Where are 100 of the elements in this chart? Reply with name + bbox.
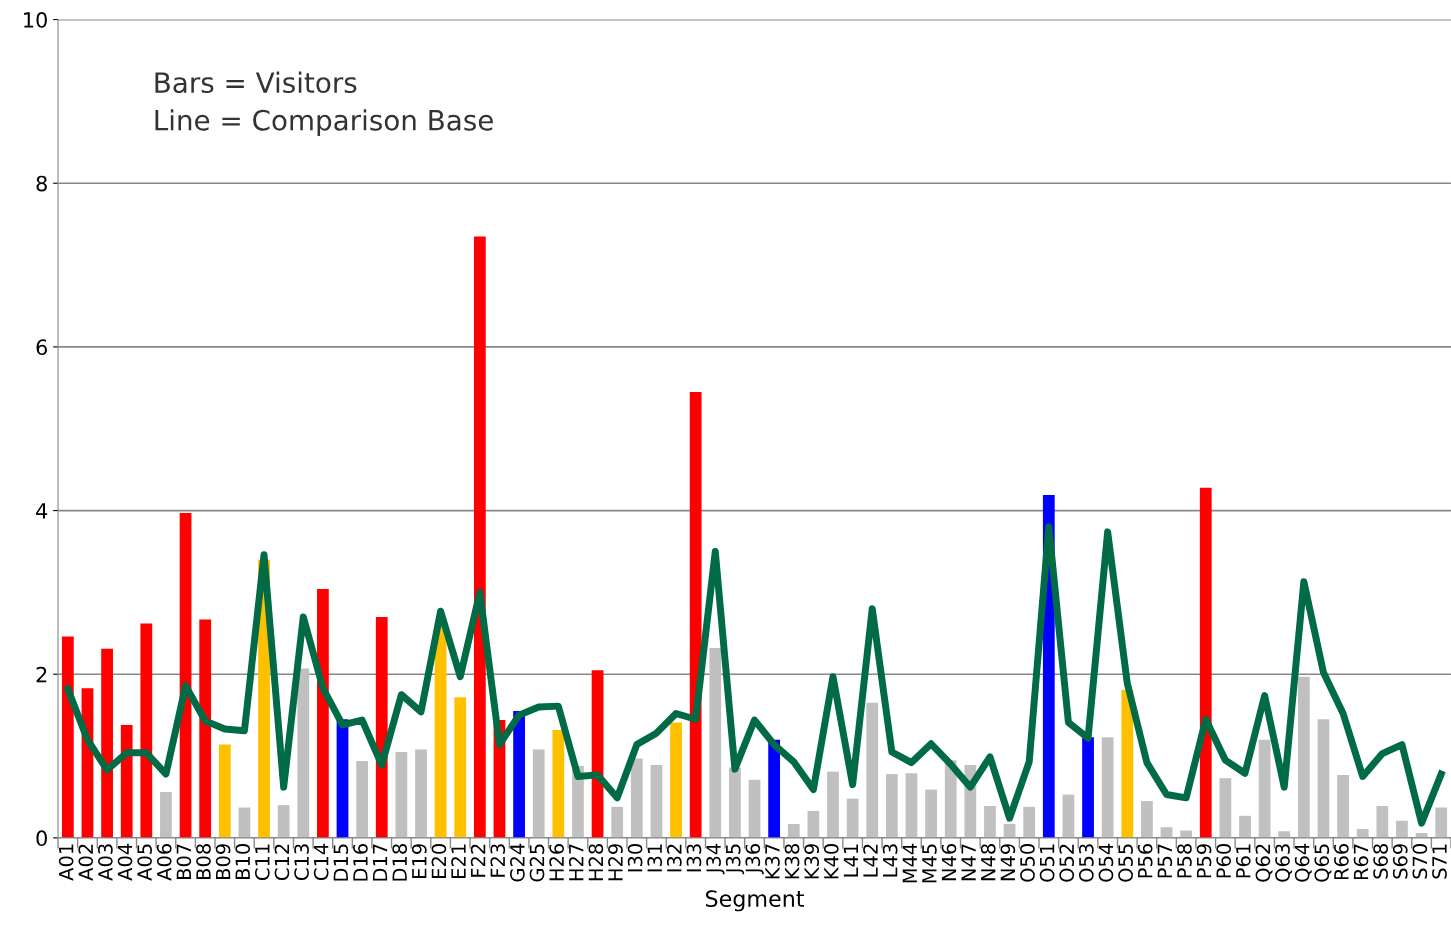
x-tick-label: A04 (117, 843, 133, 881)
x-tick-label: C12 (274, 844, 290, 880)
bar (1239, 815, 1251, 838)
bar (630, 758, 643, 838)
bar (709, 648, 722, 838)
x-tick-label: Q63 (1275, 844, 1293, 882)
bar (768, 739, 781, 838)
bar (199, 619, 212, 838)
x-tick-label: A02 (78, 844, 94, 881)
x-tick-label: O50 (1020, 844, 1035, 882)
x-tick-label: L42 (863, 844, 878, 877)
x-tick-label: E19 (411, 844, 427, 878)
x-tick-label: D15 (333, 844, 349, 881)
bar (61, 636, 74, 838)
y-tick-label: 10 (24, 12, 47, 28)
bar (1258, 739, 1271, 838)
x-tick-label: S71 (1432, 844, 1447, 879)
x-tick-label: N48 (980, 844, 996, 881)
bar (1101, 737, 1114, 838)
x-tick-label: I33 (686, 844, 702, 872)
bar (1023, 806, 1036, 838)
x-tick-label: S70 (1412, 844, 1428, 879)
x-tick-label: P58 (1177, 844, 1192, 878)
bar (670, 722, 682, 838)
x-tick-label: E20 (431, 844, 447, 878)
bar (101, 648, 113, 838)
bar (729, 767, 741, 838)
x-tick-label: H28 (588, 844, 604, 881)
x-tick-label: N46 (941, 843, 957, 881)
x-tick-label: G25 (529, 844, 545, 882)
bar (1082, 737, 1094, 838)
x-tick-label: D16 (353, 843, 368, 881)
x-tick-label: I30 (627, 844, 643, 872)
bar (1278, 831, 1291, 838)
x-tick-label: O53 (1078, 844, 1094, 882)
bar (827, 771, 839, 838)
bar (1435, 807, 1448, 838)
bar (650, 765, 663, 838)
x-tick-label: D18 (392, 844, 408, 881)
x-tick-label: J34 (706, 843, 725, 875)
x-tick-label: M45 (922, 844, 937, 883)
x-tick-label: I32 (666, 844, 682, 872)
x-tick-label: S69 (1392, 844, 1408, 879)
annotation: Bars = Visitors (155, 71, 357, 94)
bar (1376, 805, 1389, 838)
y-tick-label: 8 (36, 175, 47, 192)
y-tick-label: 6 (36, 339, 48, 356)
x-tick-label: H29 (608, 844, 623, 881)
bar (1396, 820, 1408, 838)
x-tick-label: A06 (156, 843, 172, 881)
x-tick-label: A03 (98, 844, 113, 881)
bar (120, 724, 133, 838)
x-tick-label: L43 (882, 844, 898, 877)
x-tick-label: K39 (804, 844, 820, 879)
x-tick-label: K38 (784, 844, 800, 879)
bar (473, 236, 486, 838)
x-tick-label: A05 (137, 844, 152, 881)
x-tick-label: C11 (254, 844, 270, 880)
bar (885, 774, 898, 838)
bar (1219, 778, 1232, 838)
bar (415, 749, 427, 838)
x-axis-title: Segment (705, 890, 804, 912)
bar (846, 798, 859, 838)
x-tick-label: M44 (902, 843, 917, 883)
x-tick-label: H26 (549, 843, 564, 881)
bar (218, 744, 231, 838)
bar (552, 729, 565, 838)
bar (532, 749, 545, 838)
x-tick-label: O51 (1039, 844, 1055, 882)
y-tick-label: 4 (36, 503, 48, 519)
y-tick-label: 2 (36, 666, 47, 683)
x-tick-label: Q62 (1255, 844, 1273, 882)
x-tick-label: Q65 (1314, 844, 1332, 882)
x-tick-label: K37 (765, 844, 780, 879)
x-tick-label: K40 (823, 844, 839, 879)
x-tick-label: G24 (510, 843, 525, 882)
x-tick-label: L41 (843, 844, 858, 877)
x-tick-label: B10 (235, 844, 251, 879)
x-tick-label: O54 (1098, 843, 1114, 882)
bar (1356, 828, 1369, 838)
bar (866, 702, 879, 838)
bar (375, 616, 388, 838)
bar (454, 697, 467, 838)
x-tick-label: C14 (313, 843, 329, 880)
bar (140, 623, 153, 838)
bar (1199, 487, 1212, 838)
x-tick-label: R66 (1334, 843, 1349, 880)
x-tick-label: F23 (490, 844, 506, 877)
x-tick-label: I31 (647, 844, 663, 872)
bar (748, 779, 761, 838)
x-tick-label: B09 (215, 844, 231, 879)
x-tick-label: F22 (470, 844, 486, 877)
x-tick-label: N49 (1000, 844, 1016, 881)
x-tick-label: E21 (451, 844, 466, 878)
bar (905, 773, 918, 838)
x-tick-label: O52 (1059, 844, 1075, 882)
x-tick-label: P61 (1235, 844, 1251, 878)
bar (356, 760, 369, 838)
bar (297, 668, 310, 838)
bar (277, 805, 290, 838)
